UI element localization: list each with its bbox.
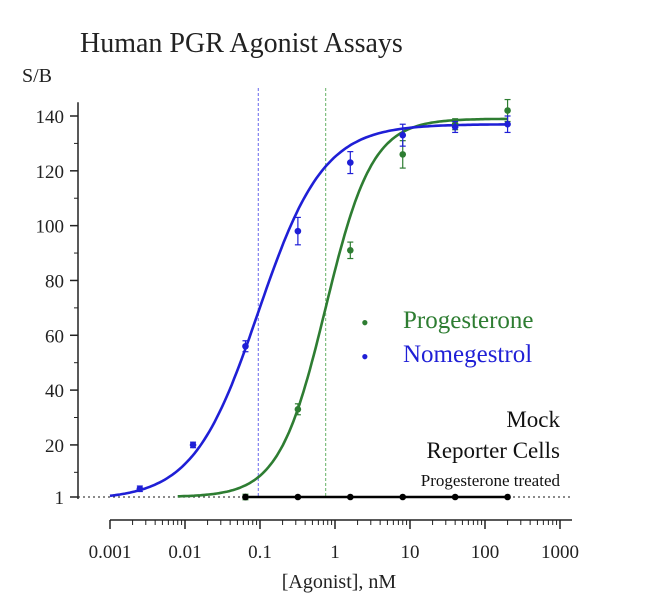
x-tick-label: 100	[471, 542, 500, 563]
annotation-mock: Mock	[506, 407, 560, 432]
x-tick-label: 1	[330, 542, 340, 563]
y-tick-label: 40	[45, 381, 64, 402]
chart-title: Human PGR Agonist Assays	[80, 28, 403, 59]
y-tick-label: 100	[36, 217, 65, 238]
fit-curve	[177, 117, 508, 498]
data-point	[504, 120, 511, 128]
data-point	[242, 342, 249, 350]
data-point	[242, 493, 249, 501]
y-tick-label: 80	[45, 271, 64, 292]
x-tick-label: 0.01	[168, 542, 201, 563]
data-point	[399, 493, 407, 501]
data-point	[136, 485, 144, 493]
data-point	[504, 107, 511, 114]
mock-annotation: Mock Reporter Cells Progesterone treated	[421, 407, 561, 490]
x-axis: 0.001 0.01 0.1 1 10 100 1000	[89, 519, 579, 563]
fit-curves	[109, 117, 508, 499]
legend-label-nomegestrol: Nomegestrol	[403, 341, 532, 368]
y-tick-label: 1	[55, 488, 65, 509]
y-tick-label: 20	[45, 436, 64, 457]
fit-curve	[109, 123, 508, 498]
data-point	[347, 247, 354, 254]
data-points	[136, 98, 511, 501]
x-tick-label: 0.1	[248, 542, 272, 563]
y-tick-label: 120	[36, 162, 65, 183]
data-point	[294, 227, 302, 235]
legend-item-nomegestrol: • Nomegestrol	[361, 341, 532, 369]
data-point	[189, 441, 197, 449]
annotation-progesterone-treated: Progesterone treated	[421, 471, 561, 490]
ec50-lines	[257, 88, 327, 497]
y-tick-label: 140	[36, 107, 65, 128]
data-point	[347, 159, 354, 166]
y-axis-label: S/B	[22, 65, 52, 87]
legend-marker-progesterone: •	[361, 310, 369, 335]
legend-marker-nomegestrol: •	[361, 344, 369, 369]
x-tick-label: 0.001	[89, 542, 132, 563]
legend: • Progesterone • Nomegestrol	[361, 307, 534, 369]
data-point	[399, 131, 407, 139]
legend-item-progesterone: • Progesterone	[361, 307, 534, 335]
data-point	[294, 405, 302, 413]
data-point	[347, 493, 354, 501]
y-tick-label: 60	[45, 326, 64, 347]
data-point	[399, 151, 407, 158]
data-point	[451, 123, 459, 131]
x-tick-label: 10	[401, 542, 420, 563]
annotation-reporter-cells: Reporter Cells	[427, 438, 561, 463]
data-point	[504, 493, 511, 501]
data-point	[451, 493, 459, 501]
x-axis-label: [Agonist], nM	[282, 571, 397, 593]
data-point	[294, 493, 302, 501]
x-tick-label: 1000	[541, 542, 579, 563]
legend-label-progesterone: Progesterone	[403, 307, 534, 334]
